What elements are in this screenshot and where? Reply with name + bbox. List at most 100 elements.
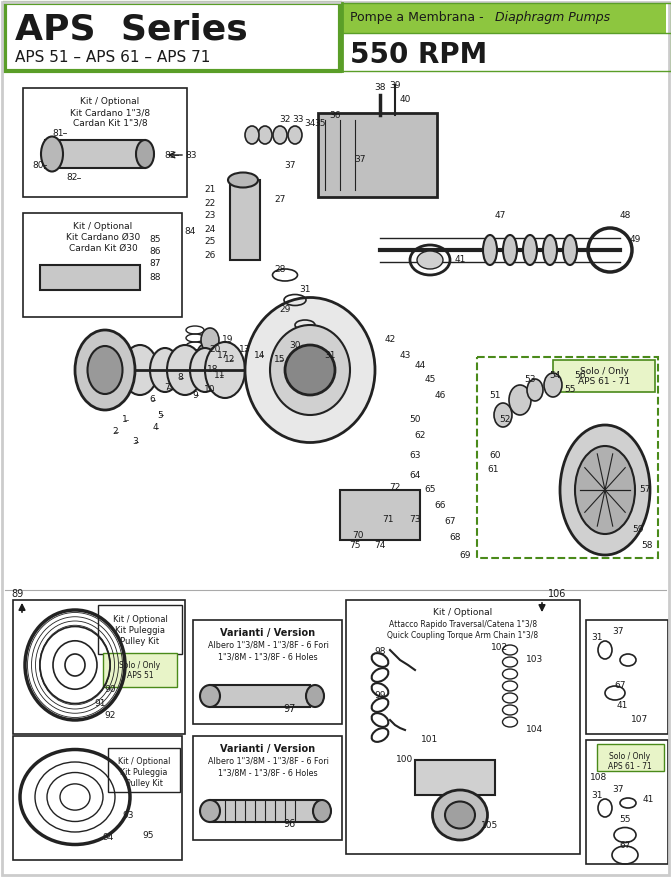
Text: 55: 55 (619, 816, 631, 824)
Text: 38: 38 (374, 82, 386, 91)
Text: 6: 6 (149, 396, 155, 404)
Text: 31: 31 (591, 790, 603, 800)
Ellipse shape (136, 140, 154, 168)
FancyBboxPatch shape (346, 600, 580, 854)
Ellipse shape (563, 235, 577, 265)
Text: 41: 41 (454, 255, 466, 265)
Text: 1"3/8M - 1"3/8F - 6 Holes: 1"3/8M - 1"3/8F - 6 Holes (218, 652, 318, 661)
Bar (45, 140, 145, 168)
Ellipse shape (41, 137, 63, 172)
FancyBboxPatch shape (586, 620, 668, 734)
Text: 60: 60 (489, 451, 501, 460)
Text: 34: 34 (305, 118, 315, 127)
Text: 93: 93 (122, 810, 134, 819)
Text: 50: 50 (409, 416, 421, 424)
Text: 104: 104 (527, 725, 544, 735)
Text: Cardan Kit 1"3/8: Cardan Kit 1"3/8 (72, 119, 148, 128)
Text: 95: 95 (142, 831, 154, 839)
Text: 40: 40 (399, 96, 411, 104)
Text: 51: 51 (489, 390, 501, 400)
Text: Kit Puleggia: Kit Puleggia (115, 626, 165, 635)
Text: 32: 32 (279, 116, 291, 125)
Text: 1"3/8M - 1"3/8F - 6 Holes: 1"3/8M - 1"3/8F - 6 Holes (218, 768, 318, 777)
Text: 107: 107 (631, 716, 649, 724)
Ellipse shape (483, 235, 497, 265)
Ellipse shape (200, 800, 220, 822)
Text: 11: 11 (214, 370, 225, 380)
Ellipse shape (494, 403, 512, 427)
Text: Kit / Optional: Kit / Optional (81, 97, 140, 106)
Text: Attacco Rapido Traversal/Catena 1"3/8: Attacco Rapido Traversal/Catena 1"3/8 (389, 620, 537, 629)
Text: 58: 58 (641, 540, 653, 550)
Circle shape (285, 345, 335, 395)
FancyBboxPatch shape (103, 653, 177, 687)
Text: 13: 13 (240, 346, 251, 354)
Text: 84: 84 (185, 227, 196, 237)
Text: Solo / Only: Solo / Only (609, 752, 651, 761)
Text: Albero 1"3/8M - 1"3/8F - 6 Fori: Albero 1"3/8M - 1"3/8F - 6 Fori (207, 757, 328, 766)
FancyBboxPatch shape (415, 760, 495, 795)
Text: 98: 98 (374, 647, 386, 657)
Text: 550 RPM: 550 RPM (350, 41, 487, 69)
Text: APS 61 - 71: APS 61 - 71 (578, 377, 630, 387)
Bar (210, 800, 320, 822)
Text: 37: 37 (612, 628, 624, 637)
Ellipse shape (205, 342, 245, 398)
FancyBboxPatch shape (553, 360, 655, 392)
Ellipse shape (433, 790, 488, 840)
Ellipse shape (258, 126, 272, 144)
Text: 36: 36 (329, 111, 341, 119)
Text: Pompe a Membrana -: Pompe a Membrana - (350, 11, 488, 25)
Text: 86: 86 (149, 247, 161, 256)
Text: 69: 69 (459, 551, 471, 560)
FancyBboxPatch shape (13, 736, 182, 860)
Text: Solo / Only: Solo / Only (119, 661, 160, 670)
Ellipse shape (560, 425, 650, 555)
Ellipse shape (523, 235, 537, 265)
Text: 89: 89 (12, 589, 24, 599)
Text: 12: 12 (224, 355, 236, 365)
FancyBboxPatch shape (13, 600, 185, 734)
FancyBboxPatch shape (477, 357, 658, 558)
Text: 74: 74 (374, 540, 386, 550)
Text: 56: 56 (574, 370, 586, 380)
Bar (230, 180, 260, 260)
Text: 24: 24 (205, 225, 215, 233)
Ellipse shape (201, 328, 219, 352)
Text: 17: 17 (217, 351, 229, 360)
Text: 41: 41 (642, 795, 654, 804)
Bar (342, 3, 666, 33)
Text: Kit / Optional: Kit / Optional (433, 608, 493, 617)
Text: 96: 96 (284, 819, 296, 829)
Text: 31: 31 (591, 633, 603, 643)
FancyBboxPatch shape (5, 3, 340, 71)
Ellipse shape (75, 330, 135, 410)
Bar (40, 265, 140, 290)
Text: 37: 37 (285, 160, 296, 169)
FancyBboxPatch shape (23, 88, 187, 197)
Ellipse shape (167, 345, 203, 395)
Text: Solo / Only: Solo / Only (580, 367, 629, 376)
Text: 105: 105 (481, 821, 499, 830)
Text: 47: 47 (495, 210, 506, 219)
Text: 102: 102 (491, 644, 509, 652)
FancyBboxPatch shape (586, 740, 668, 864)
Ellipse shape (122, 345, 158, 395)
Text: 80: 80 (32, 160, 44, 169)
Text: Kit Cardano 1"3/8: Kit Cardano 1"3/8 (70, 108, 150, 117)
Text: 88: 88 (149, 274, 161, 282)
Text: 106: 106 (548, 589, 566, 599)
Text: 7: 7 (164, 383, 170, 393)
Text: Cardan Kit Ø30: Cardan Kit Ø30 (68, 244, 138, 253)
Text: Kit Cardano Ø30: Kit Cardano Ø30 (66, 233, 140, 242)
Text: Kit / Optional: Kit / Optional (113, 615, 168, 624)
Text: 31: 31 (299, 286, 311, 295)
Ellipse shape (87, 346, 123, 394)
Text: APS  Series: APS Series (15, 13, 248, 47)
Text: 87: 87 (149, 260, 161, 268)
Text: Pulley Kit: Pulley Kit (125, 779, 162, 788)
Text: 4: 4 (152, 424, 158, 432)
FancyBboxPatch shape (23, 213, 182, 317)
Text: 15: 15 (274, 355, 286, 365)
Text: 90: 90 (104, 686, 116, 695)
